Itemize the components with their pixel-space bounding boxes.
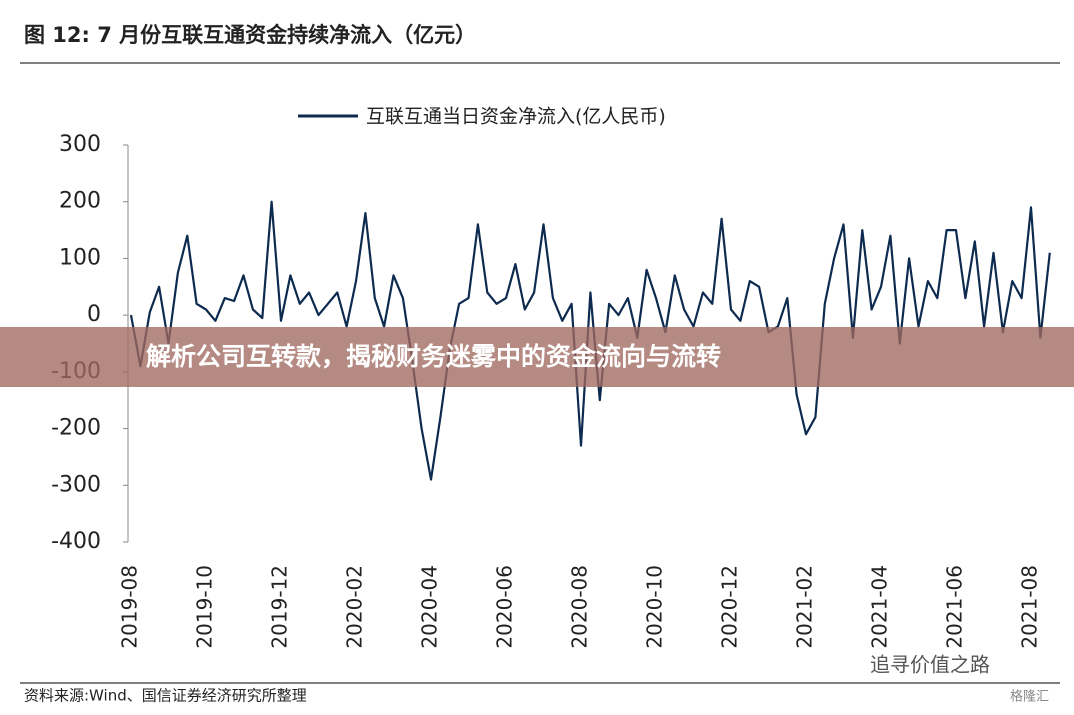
watermark: 格隆汇 <box>1010 689 1049 705</box>
y-tick-label: 0 <box>87 302 101 327</box>
x-tick-label: 2019-12 <box>268 565 292 649</box>
y-tick-label: -200 <box>51 416 101 441</box>
x-tick-label: 2020-02 <box>343 565 367 649</box>
banner-bg <box>0 327 1074 387</box>
x-tick-label: 2021-08 <box>1018 565 1042 649</box>
source: 资料来源:Wind、国信证券经济研究所整理 <box>24 687 307 705</box>
page-title: 图 12: 7 月份互联互通资金持续净流入（亿元） <box>24 23 476 47</box>
x-tick-label: 2021-04 <box>868 565 892 649</box>
y-tick-label: 100 <box>59 245 101 270</box>
x-tick-label: 2021-02 <box>793 565 817 649</box>
x-tick-label: 2020-10 <box>643 565 667 649</box>
x-tick-label: 2019-10 <box>193 565 217 649</box>
banner: 解析公司互转款，揭秘财务迷雾中的资金流向与流转 <box>146 342 721 371</box>
series-line <box>129 200 1051 481</box>
watermark: 追寻价值之路 <box>870 653 990 677</box>
y-tick-label: 200 <box>59 189 101 214</box>
y-tick-label: -300 <box>51 472 101 497</box>
y-tick-label: 300 <box>59 132 101 157</box>
x-tick-label: 2020-12 <box>718 565 742 649</box>
x-tick-label: 2021-06 <box>943 565 967 649</box>
x-tick-label: 2020-08 <box>568 565 592 649</box>
x-tick-label: 2020-06 <box>493 565 517 649</box>
x-tick-label: 2019-08 <box>118 565 142 649</box>
y-tick-label: -400 <box>51 529 101 554</box>
x-tick-label: 2020-04 <box>418 565 442 649</box>
legend-label: 互联互通当日资金净流入(亿人民币) <box>366 106 666 128</box>
